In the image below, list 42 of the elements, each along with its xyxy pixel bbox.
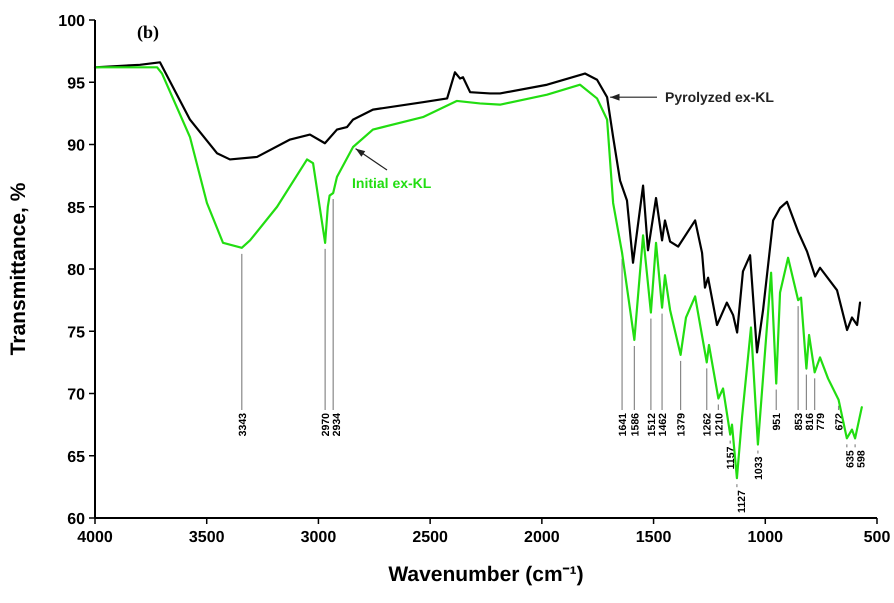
y-tick-label: 95: [67, 75, 86, 92]
text: Pyrolyzed ex-KL: [665, 89, 774, 106]
annotation: 1210: [713, 412, 726, 436]
annotation: 598: [856, 450, 868, 468]
x-tick-label: 3500: [188, 529, 225, 546]
x-tick-label: 500: [864, 529, 890, 546]
annotation: 1586: [629, 412, 642, 436]
annotation: 2970: [320, 412, 332, 436]
annotation: 635: [844, 450, 857, 468]
y-tick-label: 90: [67, 138, 86, 154]
annotation: 1462: [657, 412, 670, 436]
y-tick-label: 100: [58, 13, 86, 30]
y-tick-label: 85: [67, 200, 86, 217]
annotation: 1262: [702, 412, 714, 436]
y-tick-label: 70: [67, 386, 86, 404]
annotation: 951: [771, 412, 784, 431]
annotation: 1127: [736, 490, 748, 513]
x-tick-label: 4000: [77, 529, 113, 546]
y-tick-label: 65: [67, 448, 86, 466]
series-label: Initial ex-KL: [352, 175, 432, 191]
y-tick-label: 75: [67, 324, 86, 342]
y-tick-label: 60: [67, 511, 86, 528]
x-tick-label: 2000: [524, 529, 560, 546]
x-axis-title: Wavenumber (cm⁻¹): [388, 563, 584, 586]
y-tick-label: 80: [67, 262, 86, 279]
annotation: 1157: [725, 446, 738, 470]
line-series: [94, 66, 863, 480]
annotation: 1379: [676, 412, 688, 436]
annotation: 1641: [617, 412, 630, 436]
x-tick-label: 2500: [412, 529, 448, 546]
x-tick-label: 1000: [747, 529, 784, 546]
annotation: 1512: [646, 412, 658, 436]
y-axis-title: Transmittance, %: [7, 182, 30, 356]
annotation: 3343: [236, 412, 249, 436]
annotation: 779: [815, 412, 828, 431]
annotation: 1033: [752, 456, 765, 480]
x-tick-label: 1500: [636, 529, 672, 546]
annotation: 2934: [331, 412, 344, 436]
annotation: 816: [804, 412, 816, 431]
annotation: 853: [793, 412, 806, 431]
chart-title: (b): [137, 22, 160, 42]
x-tick-label: 3000: [300, 529, 336, 546]
